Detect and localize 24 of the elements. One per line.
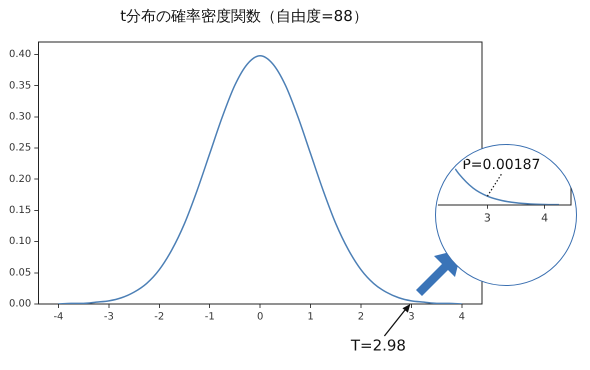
x-tick-label: -4 bbox=[53, 312, 64, 323]
annotation: P=0.00187 bbox=[462, 156, 540, 172]
y-tick-label: 0.10 bbox=[9, 236, 32, 248]
x-tick-label: 2 bbox=[358, 312, 364, 323]
annotation: T=2.98 bbox=[350, 336, 406, 354]
y-tick-label: 0.00 bbox=[9, 298, 32, 310]
y-tick-label: 0.15 bbox=[9, 205, 32, 216]
x-tick-label: 0 bbox=[256, 312, 264, 323]
x-tick-label: -1 bbox=[204, 312, 215, 323]
x-tick-label: 1 bbox=[307, 312, 314, 323]
y-tick-label: 0.05 bbox=[9, 267, 32, 278]
y-tick-label: 0.30 bbox=[9, 111, 32, 122]
y-tick-label: 0.40 bbox=[9, 49, 32, 60]
y-tick-label: 0.35 bbox=[9, 80, 32, 92]
x-tick-label: -2 bbox=[154, 312, 164, 323]
line-series bbox=[58, 54, 463, 304]
y-tick-label: 0.25 bbox=[9, 142, 32, 154]
x-tick-label: 4 bbox=[458, 312, 466, 323]
x-tick-label: 3 bbox=[483, 210, 490, 224]
x-tick-label: 3 bbox=[408, 312, 415, 323]
x-tick-label: -3 bbox=[104, 312, 114, 323]
x-tick-label: 4 bbox=[540, 210, 548, 224]
y-tick-label: 0.20 bbox=[9, 174, 32, 185]
chart-title: t分布の確率密度関数（自由度=88） bbox=[120, 6, 368, 25]
